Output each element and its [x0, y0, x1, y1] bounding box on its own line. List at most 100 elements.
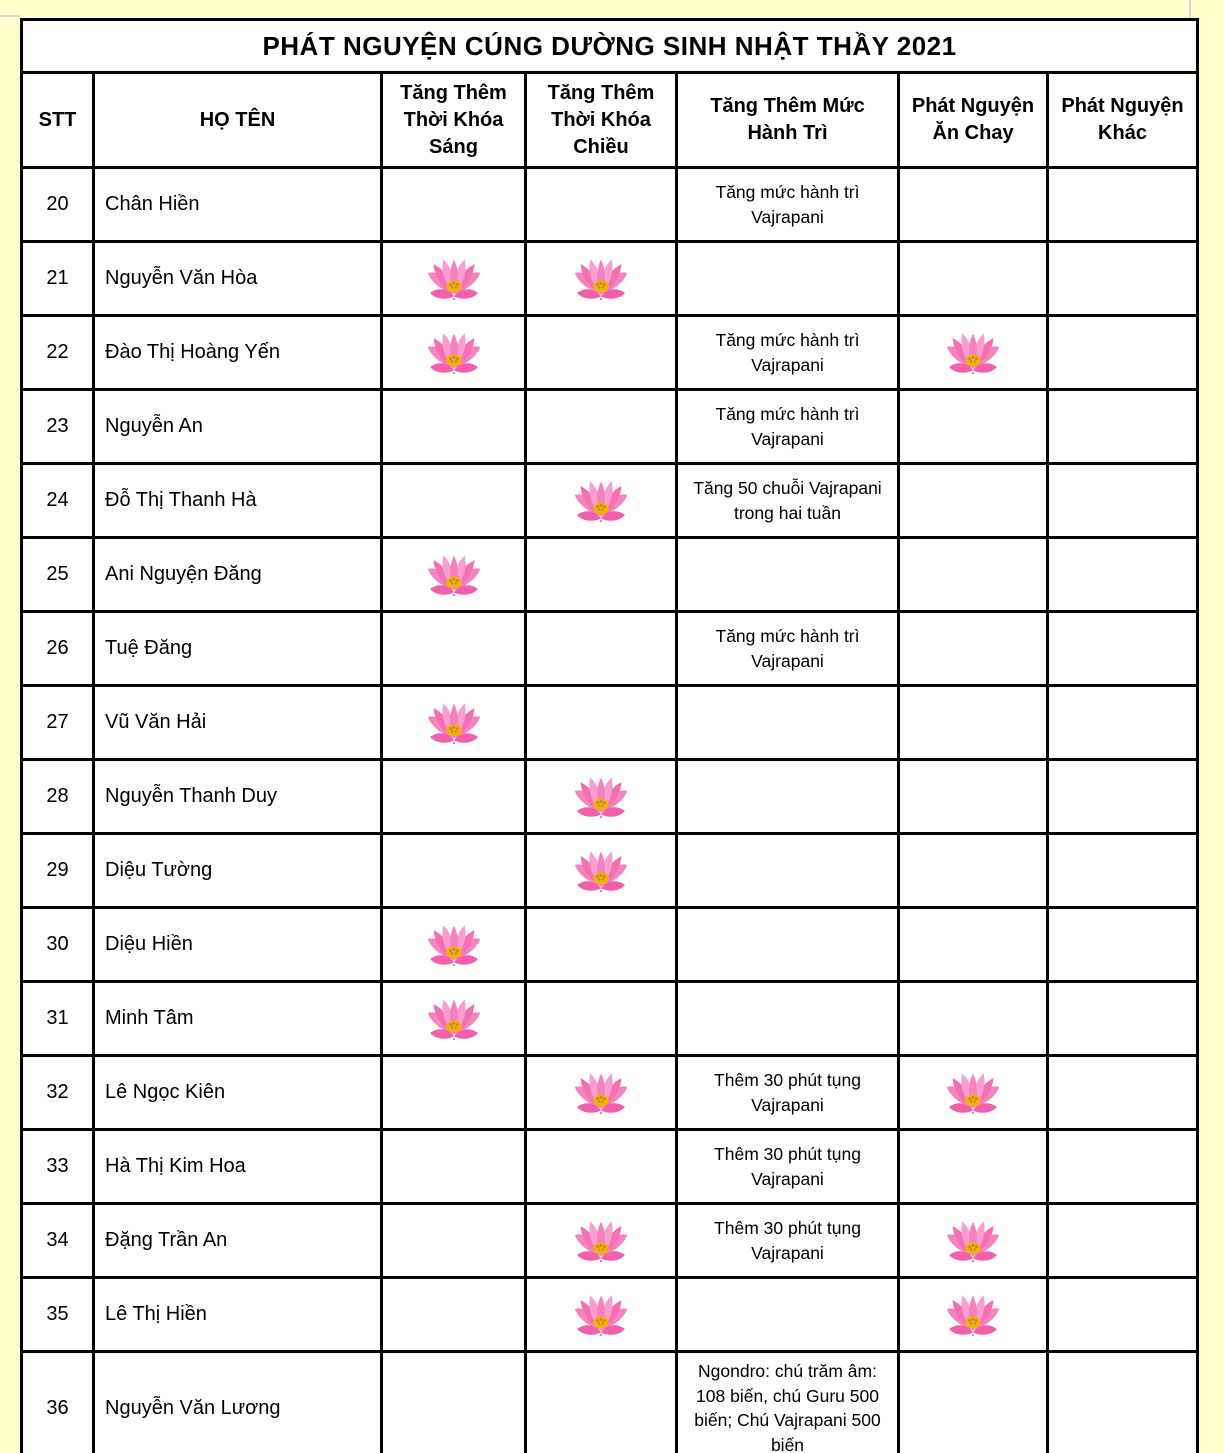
practice-note: Ngondro: chú trăm âm: 108 biến, chú Guru… — [694, 1361, 881, 1453]
cell-an_chay — [897, 1350, 1049, 1453]
cell-chieu — [524, 536, 678, 613]
table-row: 24 Đỗ Thị Thanh Hà Tăng 50 chuỗi Vajrapan… — [20, 462, 1200, 539]
cell-hanh_tri — [675, 1276, 900, 1353]
cell-chieu — [524, 240, 678, 317]
cell-sang — [380, 166, 527, 243]
cell-an_chay — [897, 536, 1049, 613]
cell-stt: 21 — [20, 240, 95, 317]
cell-sang — [380, 314, 527, 391]
cell-an_chay — [897, 1276, 1049, 1353]
cell-an_chay — [897, 980, 1049, 1057]
lotus-icon — [571, 1069, 631, 1116]
lotus-icon — [424, 921, 484, 968]
cell-khac — [1045, 1054, 1200, 1131]
practice-note: Tăng 50 chuỗi Vajrapani trong hai tuần — [693, 478, 882, 523]
cell-khac — [1045, 536, 1200, 613]
table-row: 34 Đặng Trần An Thêm 30 phút tụng Vajrapa… — [20, 1202, 1200, 1279]
column-header-khac: Phát Nguyện Khác — [1045, 71, 1200, 169]
lotus-icon — [424, 329, 484, 376]
cell-sang — [380, 610, 527, 687]
cell-hanh_tri — [675, 906, 900, 983]
cell-stt: 32 — [20, 1054, 95, 1131]
cell-stt: 27 — [20, 684, 95, 761]
cell-name: Nguyễn Thanh Duy — [92, 758, 383, 835]
cell-name: Lê Ngọc Kiên — [92, 1054, 383, 1131]
practice-note: Thêm 30 phút tụng Vajrapani — [714, 1218, 861, 1263]
table-row: 33 Hà Thị Kim Hoa Thêm 30 phút tụng Vajrap… — [20, 1128, 1200, 1205]
practice-note: Tăng mức hành trì Vajrapani — [715, 330, 860, 375]
cell-chieu — [524, 1128, 678, 1205]
cell-sang — [380, 684, 527, 761]
title-row: PHÁT NGUYỆN CÚNG DƯỜNG SINH NHẬT THẦY 20… — [19, 18, 1200, 74]
cell-khac — [1045, 166, 1200, 243]
table-row: 31 Minh Tâm — [20, 980, 1200, 1057]
cell-name: Lê Thị Hiền — [92, 1276, 383, 1353]
cell-stt: 22 — [20, 314, 95, 391]
cell-hanh_tri: Thêm 30 phút tụng Vajrapani — [675, 1054, 900, 1131]
cell-name: Chân Hiền — [92, 166, 383, 243]
cell-sang — [380, 906, 527, 983]
cell-sang — [380, 1276, 527, 1353]
cell-sang — [380, 388, 527, 465]
cell-stt: 35 — [20, 1276, 95, 1353]
cell-khac — [1045, 1350, 1200, 1453]
cell-sang — [380, 240, 527, 317]
cell-stt: 29 — [20, 832, 95, 909]
practice-note: Thêm 30 phút tụng Vajrapani — [714, 1144, 861, 1189]
cell-an_chay — [897, 832, 1049, 909]
table-row: 27 Vũ Văn Hải — [20, 684, 1200, 761]
cell-sang — [380, 1054, 527, 1131]
cell-chieu — [524, 388, 678, 465]
cell-stt: 20 — [20, 166, 95, 243]
cell-name: Nguyễn Văn Hòa — [92, 240, 383, 317]
cell-an_chay — [897, 684, 1049, 761]
cell-sang — [380, 1350, 527, 1453]
cell-khac — [1045, 314, 1200, 391]
cell-hanh_tri: Thêm 30 phút tụng Vajrapani — [675, 1202, 900, 1279]
cell-hanh_tri: Tăng mức hành trì Vajrapani — [675, 314, 900, 391]
cell-sang — [380, 832, 527, 909]
cell-hanh_tri — [675, 980, 900, 1057]
cell-hanh_tri: Tăng mức hành trì Vajrapani — [675, 166, 900, 243]
column-header-stt: STT — [20, 71, 95, 169]
cell-chieu — [524, 1350, 678, 1453]
cell-an_chay — [897, 758, 1049, 835]
cell-sang — [380, 536, 527, 613]
column-header-name: HỌ TÊN — [92, 71, 383, 169]
cell-chieu — [524, 1202, 678, 1279]
cell-an_chay — [897, 388, 1049, 465]
cell-stt: 25 — [20, 536, 95, 613]
lotus-icon — [571, 255, 631, 302]
cell-hanh_tri — [675, 240, 900, 317]
cell-an_chay — [897, 166, 1049, 243]
cell-stt: 28 — [20, 758, 95, 835]
cell-khac — [1045, 758, 1200, 835]
cell-chieu — [524, 980, 678, 1057]
cell-stt: 24 — [20, 462, 95, 539]
table-row: 28 Nguyễn Thanh Duy — [20, 758, 1200, 835]
cell-khac — [1045, 388, 1200, 465]
cell-hanh_tri — [675, 536, 900, 613]
cell-hanh_tri — [675, 758, 900, 835]
lotus-icon — [424, 255, 484, 302]
cell-name: Đặng Trần An — [92, 1202, 383, 1279]
practice-note: Tăng mức hành trì Vajrapani — [715, 626, 860, 671]
cell-stt: 23 — [20, 388, 95, 465]
cell-khac — [1045, 684, 1200, 761]
lotus-icon — [571, 773, 631, 820]
cell-name: Minh Tâm — [92, 980, 383, 1057]
table-row: 30 Diệu Hiền — [20, 906, 1200, 983]
cell-hanh_tri — [675, 832, 900, 909]
cell-chieu — [524, 1054, 678, 1131]
cell-hanh_tri: Ngondro: chú trăm âm: 108 biến, chú Guru… — [675, 1350, 900, 1453]
cell-khac — [1045, 1276, 1200, 1353]
cell-khac — [1045, 610, 1200, 687]
cell-hanh_tri: Tăng mức hành trì Vajrapani — [675, 388, 900, 465]
lotus-icon — [424, 551, 484, 598]
lotus-icon — [571, 1291, 631, 1338]
cell-an_chay — [897, 462, 1049, 539]
lotus-icon — [424, 995, 484, 1042]
table-row: 22 Đào Thị Hoàng Yến Tăng mức hành trì Va… — [20, 314, 1200, 391]
cell-stt: 34 — [20, 1202, 95, 1279]
